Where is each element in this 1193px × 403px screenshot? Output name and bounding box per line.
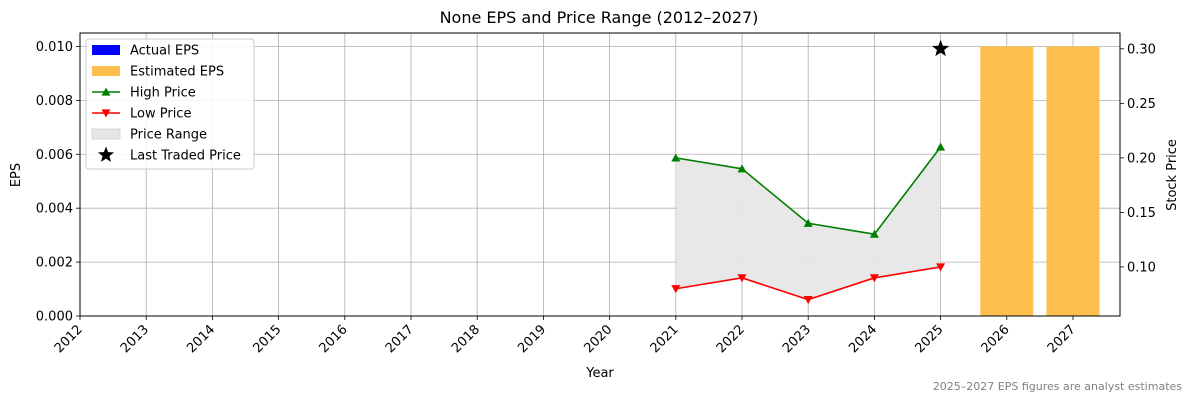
x-tick-label: 2016 (317, 322, 351, 356)
high-price-point (936, 142, 946, 151)
y-left-tick-label: 0.008 (36, 94, 73, 109)
x-tick-label: 2014 (184, 322, 218, 356)
legend-swatch-actual_eps (92, 45, 120, 55)
y-axis-right-title: Stock Price (1165, 139, 1180, 211)
x-tick-label: 2025 (912, 322, 946, 356)
x-tick-label: 2021 (648, 322, 682, 356)
y-left-tick-label: 0.002 (36, 256, 73, 271)
x-tick-label: 2027 (1045, 322, 1079, 356)
x-tick-label: 2024 (846, 322, 880, 356)
y-right-tick-label: 0.10 (1127, 260, 1156, 275)
x-tick-label: 2012 (52, 322, 86, 356)
legend-swatch-price_range (91, 128, 121, 140)
low-price-point (671, 285, 681, 294)
y-right-tick-label: 0.15 (1127, 206, 1156, 221)
high-price-point (737, 164, 747, 173)
x-tick-label: 2022 (714, 322, 748, 356)
legend-label-estimated_eps: Estimated EPS (130, 65, 224, 80)
chart-title: None EPS and Price Range (2012–2027) (440, 8, 759, 27)
y-axis-right: 0.10 0.15 0.20 0.25 0.30 (1120, 42, 1156, 275)
legend-label-price_range: Price Range (130, 128, 207, 143)
legend-swatch-estimated_eps (92, 66, 120, 76)
legend-marker-high_price (101, 87, 111, 96)
y-right-tick-label: 0.20 (1127, 151, 1156, 166)
x-tick-label: 2017 (383, 322, 417, 356)
estimated-eps-bar (1046, 46, 1100, 316)
low-price-point (936, 263, 946, 272)
x-tick-label: 2018 (449, 322, 483, 356)
price-lines (671, 39, 950, 305)
y-left-tick-label: 0.000 (36, 310, 73, 325)
high-price-point (869, 229, 879, 238)
x-tick-label: 2020 (581, 322, 615, 356)
x-axis-title: Year (585, 366, 614, 381)
low-price-point (737, 274, 747, 283)
estimated-eps-bars (980, 46, 1100, 316)
x-tick-label: 2015 (250, 322, 284, 356)
y-right-tick-label: 0.25 (1127, 97, 1156, 112)
high-price-point (671, 153, 681, 162)
last-traded-price-marker (932, 39, 950, 57)
y-right-tick-label: 0.30 (1127, 42, 1156, 57)
legend-label-high_price: High Price (130, 86, 196, 101)
plot-frame (79, 32, 1121, 317)
estimated-eps-bar (980, 46, 1034, 316)
x-axis: 2012 2013 2014 2015 2016 2017 2018 2019 2020 2021… (52, 316, 1079, 356)
legend-label-actual_eps: Actual EPS (130, 44, 199, 59)
y-axis-left: 0.000 0.002 0.004 0.006 0.008 0.010 (36, 40, 80, 325)
legend-swatch-last_traded (97, 146, 115, 162)
x-tick-label: 2013 (118, 322, 152, 356)
legend-box (85, 38, 255, 170)
high-price-point (803, 218, 813, 227)
low-price-point (803, 296, 813, 305)
x-tick-label: 2023 (780, 322, 814, 356)
y-left-tick-label: 0.006 (36, 148, 73, 163)
x-tick-label: 2026 (979, 322, 1013, 356)
legend-label-last_traded: Last Traded Price (130, 149, 241, 164)
y-left-tick-label: 0.004 (36, 202, 73, 217)
y-left-tick-label: 0.010 (36, 40, 73, 55)
legend-label-low_price: Low Price (130, 107, 191, 122)
low-price-point (869, 274, 879, 283)
y-axis-left-title: EPS (9, 163, 24, 187)
legend-marker-low_price (101, 109, 111, 118)
x-tick-label: 2019 (515, 322, 549, 356)
footnote: 2025–2027 EPS figures are analyst estima… (933, 380, 1182, 393)
legend: Actual EPS Estimated EPS High Price Low Pri… (85, 38, 255, 170)
